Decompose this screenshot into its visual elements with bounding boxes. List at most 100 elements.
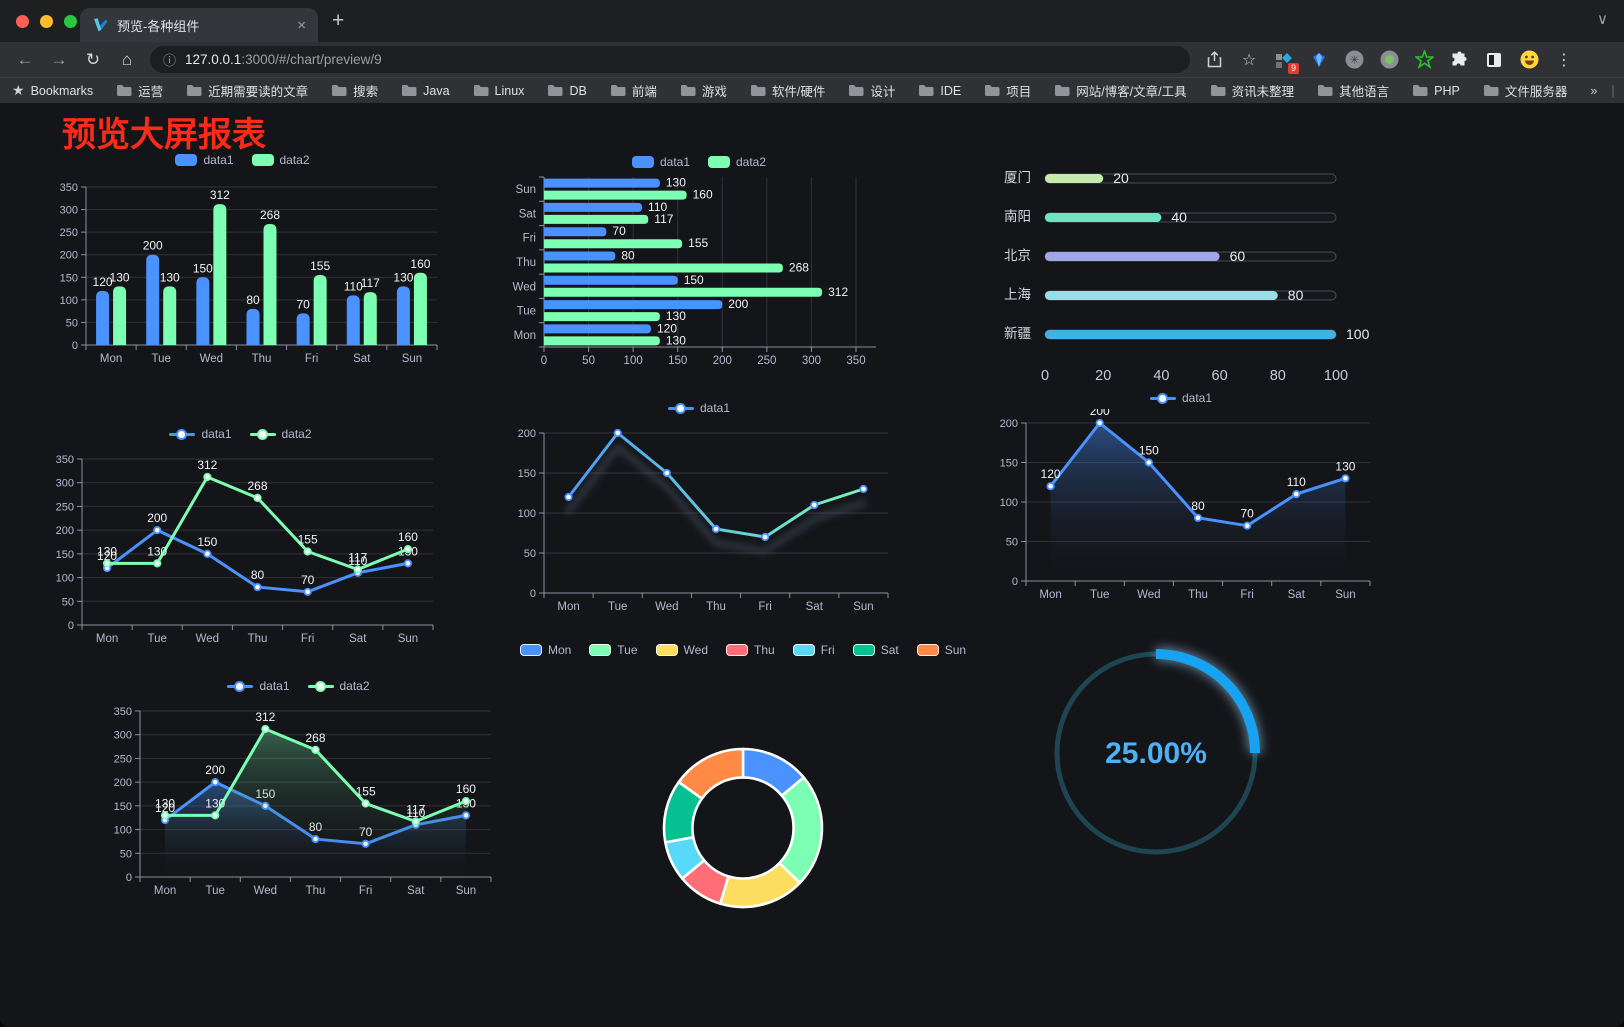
bookmark-folder[interactable]: 搜索 [331,81,378,100]
bookmark-folder[interactable]: 资讯未整理 [1210,81,1294,100]
bookmark-folder[interactable]: 其他语言 [1317,81,1389,100]
bookmarks-overflow-chevron[interactable]: » [1590,83,1598,98]
svg-text:130: 130 [666,333,686,347]
bookmark-folder[interactable]: 设计 [848,81,895,100]
site-info-icon[interactable]: ⓘ [163,53,177,68]
new-tab-button[interactable]: + [332,9,345,32]
folder-icon [1055,85,1070,96]
chart-canvas: 0 50 100 150 200 Mon Tue Wed Thu Fri Sat Sun [518,428,889,613]
address-bar[interactable]: ⓘ 127.0.0.1:3000/#/chart/preview/9 [150,46,1190,73]
legend-item[interactable]: data1 [667,401,730,415]
extension-contrast-icon[interactable] [1484,50,1504,70]
svg-text:25.00%: 25.00% [1105,737,1207,770]
grouped-bar-chart: data1 data2 0 50 100 150 200 250 300 350 Mon 120 130… [40,151,445,367]
extension-asterisk-icon[interactable]: ✳ [1344,50,1364,70]
bookmark-folder[interactable]: 文件服务器 [1483,81,1567,100]
legend-item[interactable]: Sat [852,643,899,657]
legend-item[interactable]: data1 [169,427,232,441]
legend-label: data1 [659,155,690,169]
svg-text:110: 110 [648,200,667,214]
bookmark-star-icon[interactable]: ☆ [1241,51,1257,69]
svg-text:312: 312 [197,458,217,472]
legend-item[interactable]: Mon [519,643,571,657]
bookmark-folder[interactable]: 网站/博客/文章/工具 [1054,81,1187,100]
browser-toolbar: ← → ↻ ⌂ ⓘ 127.0.0.1:3000/#/chart/preview… [0,42,1624,77]
bookmark-folder-label: 项目 [1006,85,1032,99]
menu-dots-icon[interactable]: ⋮ [1556,51,1572,69]
bookmark-folder[interactable]: PHP [1412,84,1460,98]
svg-text:80: 80 [1270,368,1286,384]
svg-text:40: 40 [1153,368,1169,384]
svg-text:Sat: Sat [519,208,537,220]
svg-text:Sat: Sat [806,601,824,613]
bookmark-folder[interactable]: Linux [473,83,525,98]
bookmark-folder[interactable]: 近期需要读的文章 [186,81,308,100]
browser-tab[interactable]: 预览-各种组件 × [80,8,318,42]
svg-text:Thu: Thu [706,601,726,613]
url-host: 127.0.0.1 [185,52,242,67]
bookmark-folder[interactable]: 运营 [116,81,163,100]
extension-green-star-icon[interactable] [1414,50,1434,70]
legend-item[interactable]: Thu [726,643,775,657]
minimize-window-button[interactable] [40,15,53,28]
legend-item[interactable]: data2 [249,427,312,441]
legend-item[interactable]: data1 [1149,391,1212,405]
legend-item[interactable]: data1 [227,679,290,693]
svg-text:130: 130 [666,309,686,323]
bookmark-folder[interactable]: 游戏 [680,81,727,100]
extension-gem-icon[interactable] [1309,50,1329,70]
donut-chart: Mon Tue Wed Thu Fri Sat Sun [519,641,966,971]
extension-green-dot-icon[interactable] [1379,50,1399,70]
bookmarks-star-icon[interactable]: ★ [12,82,25,98]
extension-emoji-icon[interactable] [1519,50,1539,70]
svg-text:250: 250 [757,355,776,367]
bookmark-folder-label: Linux [494,83,525,98]
legend-item[interactable]: data2 [708,155,766,169]
legend-item[interactable]: data2 [251,153,310,167]
bookmark-folder[interactable]: Java [401,84,450,98]
forward-button[interactable]: → [50,50,68,69]
bookmarks-divider: | [1611,83,1615,98]
legend-item[interactable]: Fri [792,643,835,657]
back-button[interactable]: ← [16,50,34,69]
bookmark-folder-label: PHP [1434,83,1460,98]
share-icon[interactable] [1204,50,1224,70]
svg-text:0: 0 [72,340,78,352]
bookmark-folder-label: IDE [940,83,962,98]
legend-item[interactable]: data1 [175,153,234,167]
svg-text:✳: ✳ [1349,55,1358,67]
legend-item[interactable]: data1 [631,155,690,169]
svg-text:Fri: Fri [359,885,372,897]
close-window-button[interactable] [16,15,29,28]
legend-item[interactable]: Sun [916,643,966,657]
legend-item[interactable]: Wed [655,643,708,657]
legend-swatch [169,428,196,441]
reload-button[interactable]: ↻ [85,50,101,69]
bookmarks-manager[interactable]: Bookmarks [31,84,94,98]
folder-icon [849,85,864,96]
bookmark-folder[interactable]: 软件/硬件 [750,81,825,100]
bookmark-folder-label: 软件/硬件 [771,85,826,99]
bookmark-folder[interactable]: 项目 [984,81,1031,100]
chart-legend: Mon Tue Wed Thu Fri Sat Sun [519,641,966,659]
bookmark-folder[interactable]: 前端 [610,81,657,100]
svg-text:20: 20 [1095,368,1111,384]
svg-text:312: 312 [210,188,230,202]
svg-text:110: 110 [344,279,363,293]
bookmark-folder[interactable]: DB [547,84,587,98]
extensions-puzzle-icon[interactable] [1449,50,1469,70]
legend-label: Fri [820,643,835,657]
extension-blocks-icon[interactable]: 9 [1274,50,1299,74]
folder-icon [985,85,1000,96]
legend-item[interactable]: Tue [589,643,638,657]
svg-text:250: 250 [114,753,132,765]
tab-search-chevron-icon[interactable]: ∨ [1597,11,1608,28]
url-text[interactable]: 127.0.0.1:3000/#/chart/preview/9 [185,52,382,67]
bookmark-folder[interactable]: IDE [918,84,961,98]
maximize-window-button[interactable] [64,15,77,28]
legend-item[interactable]: data2 [307,679,370,693]
tab-close-icon[interactable]: × [297,16,306,34]
legend-swatch [631,156,654,168]
home-button[interactable]: ⌂ [121,50,133,69]
